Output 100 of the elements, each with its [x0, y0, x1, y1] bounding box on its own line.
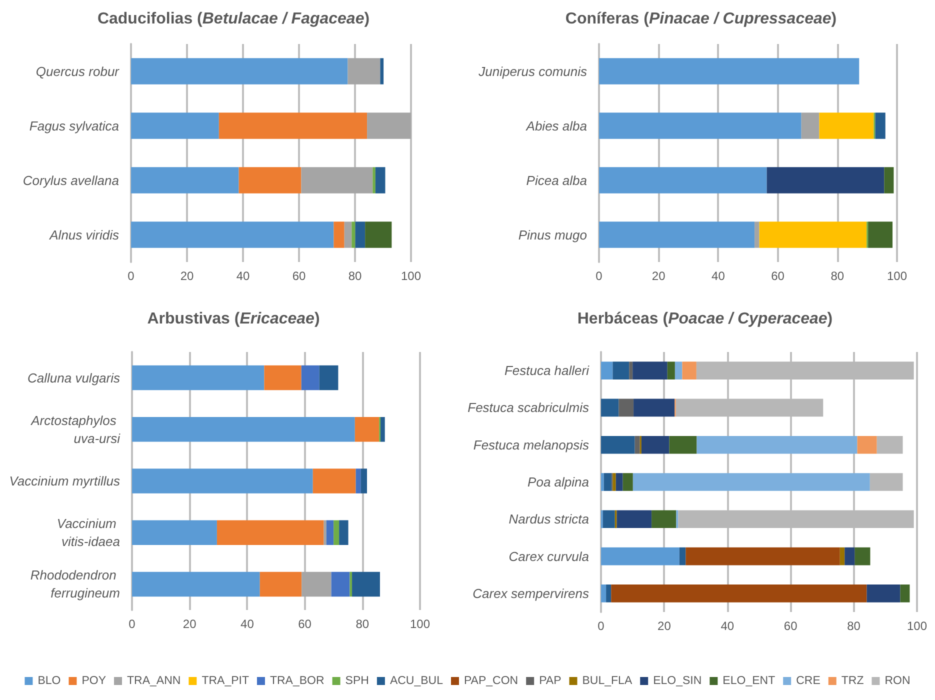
bar: [612, 362, 630, 380]
bar: [131, 58, 348, 84]
y-tick-label: Carex sempervirens: [472, 586, 590, 601]
y-tick-label: Arctostaphylos uva-ursi: [30, 412, 122, 446]
x-tick-label: 0: [596, 269, 603, 283]
bar: [616, 473, 623, 491]
bar: [641, 436, 670, 454]
bar: [618, 398, 634, 417]
bar: [355, 222, 366, 248]
legend-label: BUL_FLA: [582, 675, 632, 687]
bar: [131, 112, 219, 139]
chart-title: Herbáceas (Poacae / Cyperaceae): [577, 310, 833, 328]
bar: [131, 222, 334, 248]
bar: [354, 417, 380, 442]
bar: [632, 362, 668, 380]
bar: [372, 167, 376, 194]
bar: [348, 58, 380, 84]
legend-label: CRE: [796, 675, 821, 687]
bar: [606, 584, 612, 602]
x-tick-label: 60: [298, 617, 312, 631]
x-tick-label: 100: [410, 617, 430, 631]
bar: [870, 473, 903, 491]
legend-label: SPH: [345, 675, 369, 687]
y-tick-label: Festuca halleri: [504, 363, 590, 378]
y-tick-label: Calluna vulgaris: [28, 370, 120, 386]
x-tick-label: 100: [886, 269, 908, 283]
x-tick-label: 100: [400, 269, 422, 283]
legend-label: ELO_SIN: [653, 675, 702, 687]
bar: [602, 510, 615, 528]
bar: [380, 417, 385, 442]
y-tick-label: Festuca scabriculmis: [468, 400, 590, 416]
legend-label: RON: [884, 675, 910, 687]
bar: [766, 167, 884, 194]
bar: [319, 365, 338, 390]
bar: [679, 547, 686, 566]
chart-title: Arbustivas (Ericaceae): [147, 310, 320, 328]
bar: [682, 362, 696, 380]
bar: [629, 362, 633, 380]
bar: [132, 468, 313, 494]
legend-label: PAP: [539, 675, 562, 687]
bar: [634, 398, 675, 417]
bar: [669, 436, 697, 454]
bar: [360, 468, 368, 494]
y-tick-label: Alnus viridis: [48, 227, 120, 242]
x-tick-label: 40: [720, 619, 734, 633]
bar: [599, 58, 860, 84]
bar: [238, 167, 302, 194]
bar: [324, 520, 326, 545]
bar: [754, 222, 760, 248]
bar: [854, 547, 870, 566]
y-tick-label: Corylus avellana: [22, 172, 119, 188]
legend-label: BLO: [38, 675, 61, 687]
y-tick-label: Pinus mugo: [518, 227, 587, 242]
y-tick-label: Fagus sylvatica: [29, 118, 119, 134]
bar: [334, 520, 340, 545]
bar: [840, 547, 845, 566]
bar: [652, 510, 676, 528]
bar: [334, 222, 344, 248]
x-tick-label: 60: [292, 269, 306, 283]
legend-label: ELO_ENT: [722, 675, 776, 687]
bar: [264, 365, 302, 390]
bar: [601, 436, 635, 454]
bar: [599, 167, 767, 194]
bar: [301, 167, 373, 194]
x-tick-label: 0: [128, 617, 136, 631]
x-tick-label: 0: [128, 269, 135, 283]
bar: [601, 584, 606, 602]
x-tick-label: 60: [784, 619, 798, 633]
x-tick-label: 20: [180, 269, 194, 283]
x-tick-label: 80: [830, 269, 844, 283]
bar: [759, 222, 867, 248]
bar: [375, 167, 386, 194]
y-tick-label: Abies alba: [525, 118, 587, 134]
x-tick-label: 60: [771, 269, 785, 283]
bar: [601, 362, 613, 380]
bar: [601, 473, 604, 491]
bar: [599, 112, 802, 139]
bar: [132, 365, 264, 390]
x-tick-label: 40: [712, 269, 726, 283]
bar: [884, 167, 894, 194]
chart-title: Coníferas (Pinacae / Cupressaceae): [565, 10, 837, 28]
bar: [352, 222, 356, 248]
bar: [857, 436, 877, 454]
bar: [611, 584, 867, 602]
bar: [632, 473, 870, 491]
legend-label: PAP_CON: [464, 675, 518, 687]
x-tick-label: 40: [240, 617, 254, 631]
legend-label: TRZ: [841, 675, 864, 687]
bar: [132, 417, 355, 442]
x-tick-label: 20: [652, 269, 666, 283]
bar: [634, 436, 640, 454]
bar: [131, 167, 239, 194]
y-tick-label: Juniperus comunis: [478, 64, 588, 79]
x-tick-label: 40: [236, 269, 250, 283]
x-tick-label: 80: [356, 617, 370, 631]
bar: [356, 468, 361, 494]
y-tick-label: Quercus robur: [36, 64, 120, 79]
bar: [367, 112, 411, 139]
y-tick-label: Carex curvula: [508, 548, 589, 564]
x-tick-label: 0: [598, 619, 605, 633]
